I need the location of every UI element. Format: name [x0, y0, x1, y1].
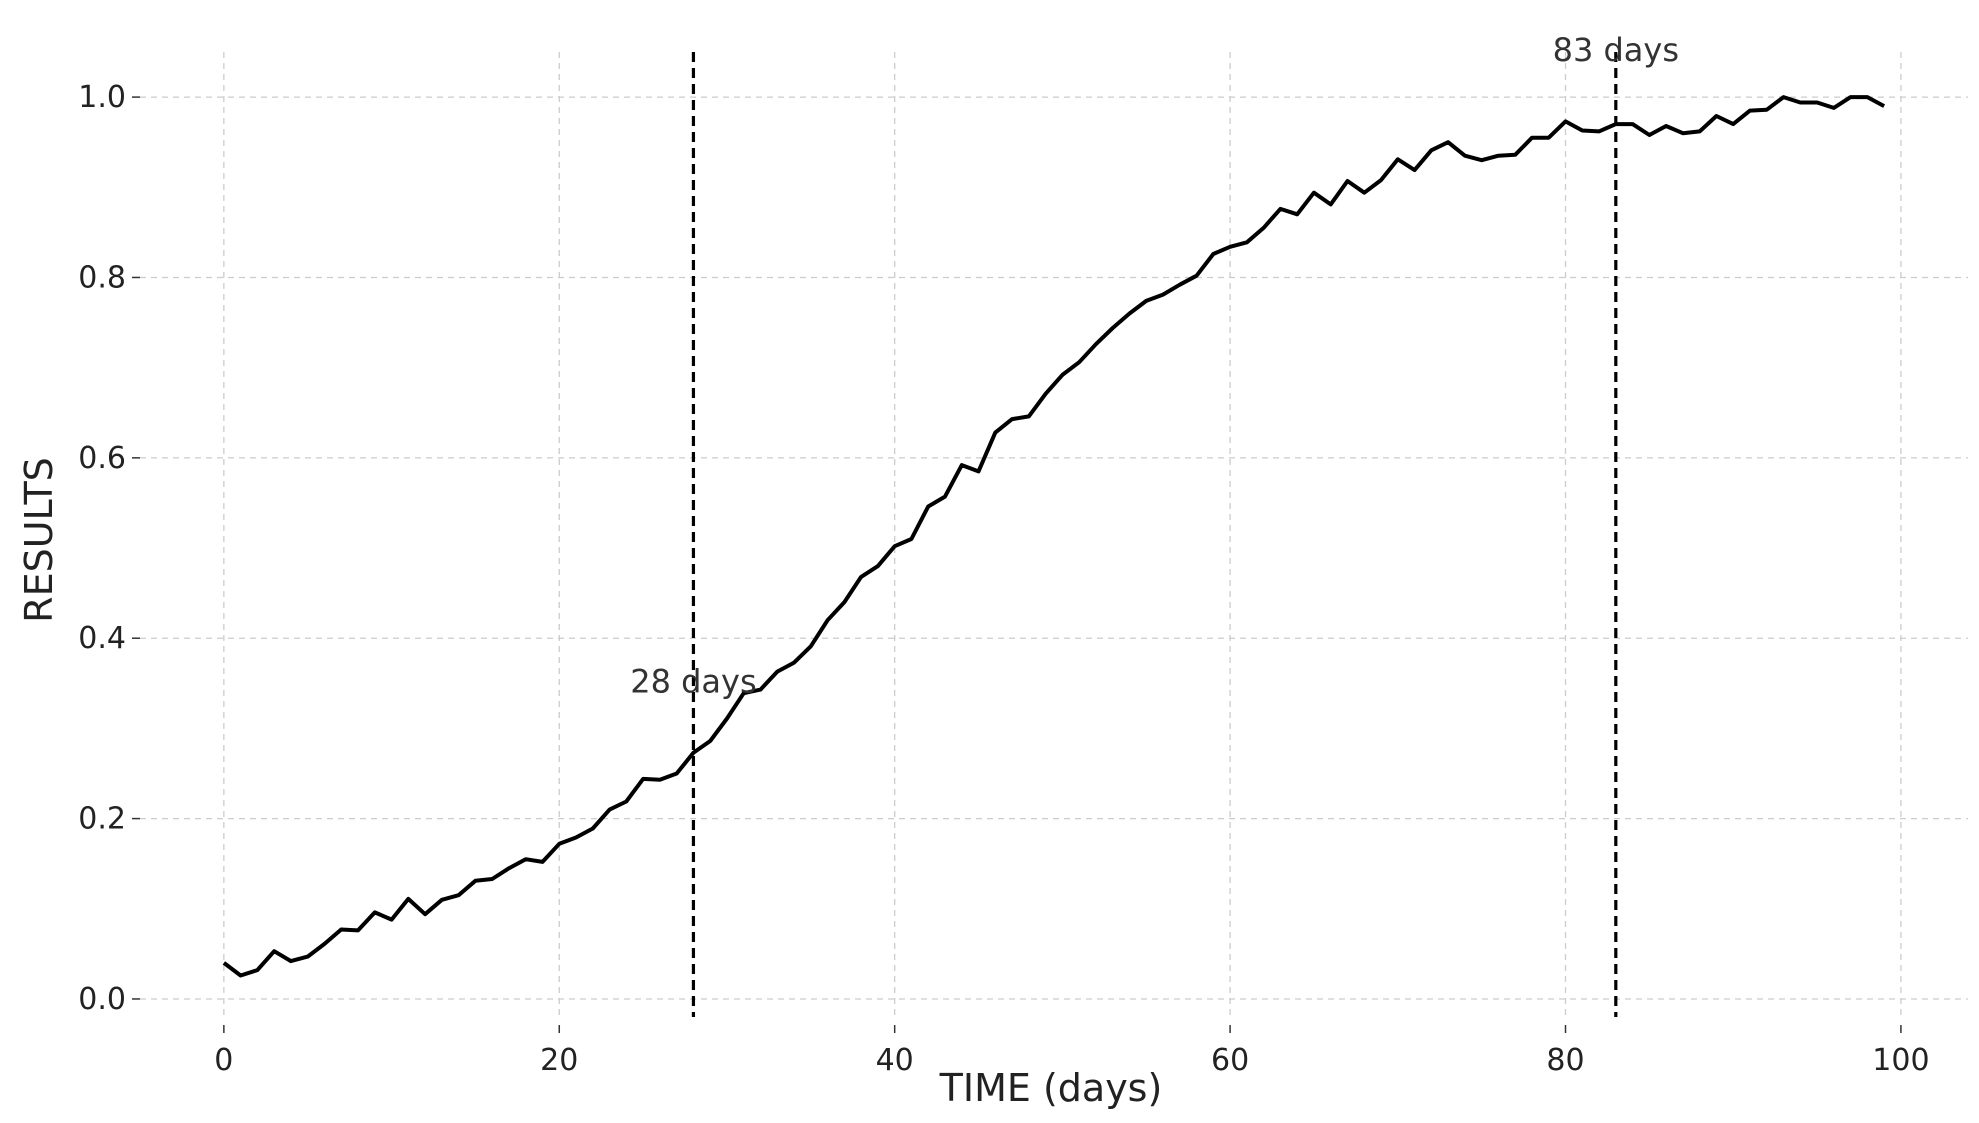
series-line	[222, 95, 1886, 978]
series-layer	[222, 95, 1886, 978]
x-axis-title: TIME (days)	[939, 1066, 1163, 1110]
annotation-labels: 28 days 83 days	[630, 31, 1679, 700]
y-tick-label: 0.8	[78, 260, 126, 295]
y-axis-title: RESULTS	[17, 457, 61, 623]
y-tick-label: 0.6	[78, 441, 126, 476]
x-tick-label: 60	[1211, 1043, 1249, 1078]
x-tick-label: 100	[1872, 1043, 1929, 1078]
x-tick-label: 20	[540, 1043, 578, 1078]
y-tick-label: 1.0	[78, 80, 126, 115]
x-tick-label: 80	[1546, 1043, 1584, 1078]
x-tick-label: 0	[214, 1043, 233, 1078]
grid-layer	[140, 52, 1968, 1017]
y-tick-label: 0.0	[78, 982, 126, 1017]
annotation-lines	[691, 52, 1618, 1017]
y-tick-label: 0.2	[78, 802, 126, 837]
annotation-label: 83 days	[1553, 31, 1679, 69]
y-tick-label: 0.4	[78, 621, 126, 656]
annotation-label: 28 days	[630, 662, 756, 700]
ticks-layer: 0 20 40 60 80 100 0.0 0.2 0.4 0.6 0.8 1.0	[78, 80, 1929, 1078]
x-tick-label: 40	[876, 1043, 914, 1078]
